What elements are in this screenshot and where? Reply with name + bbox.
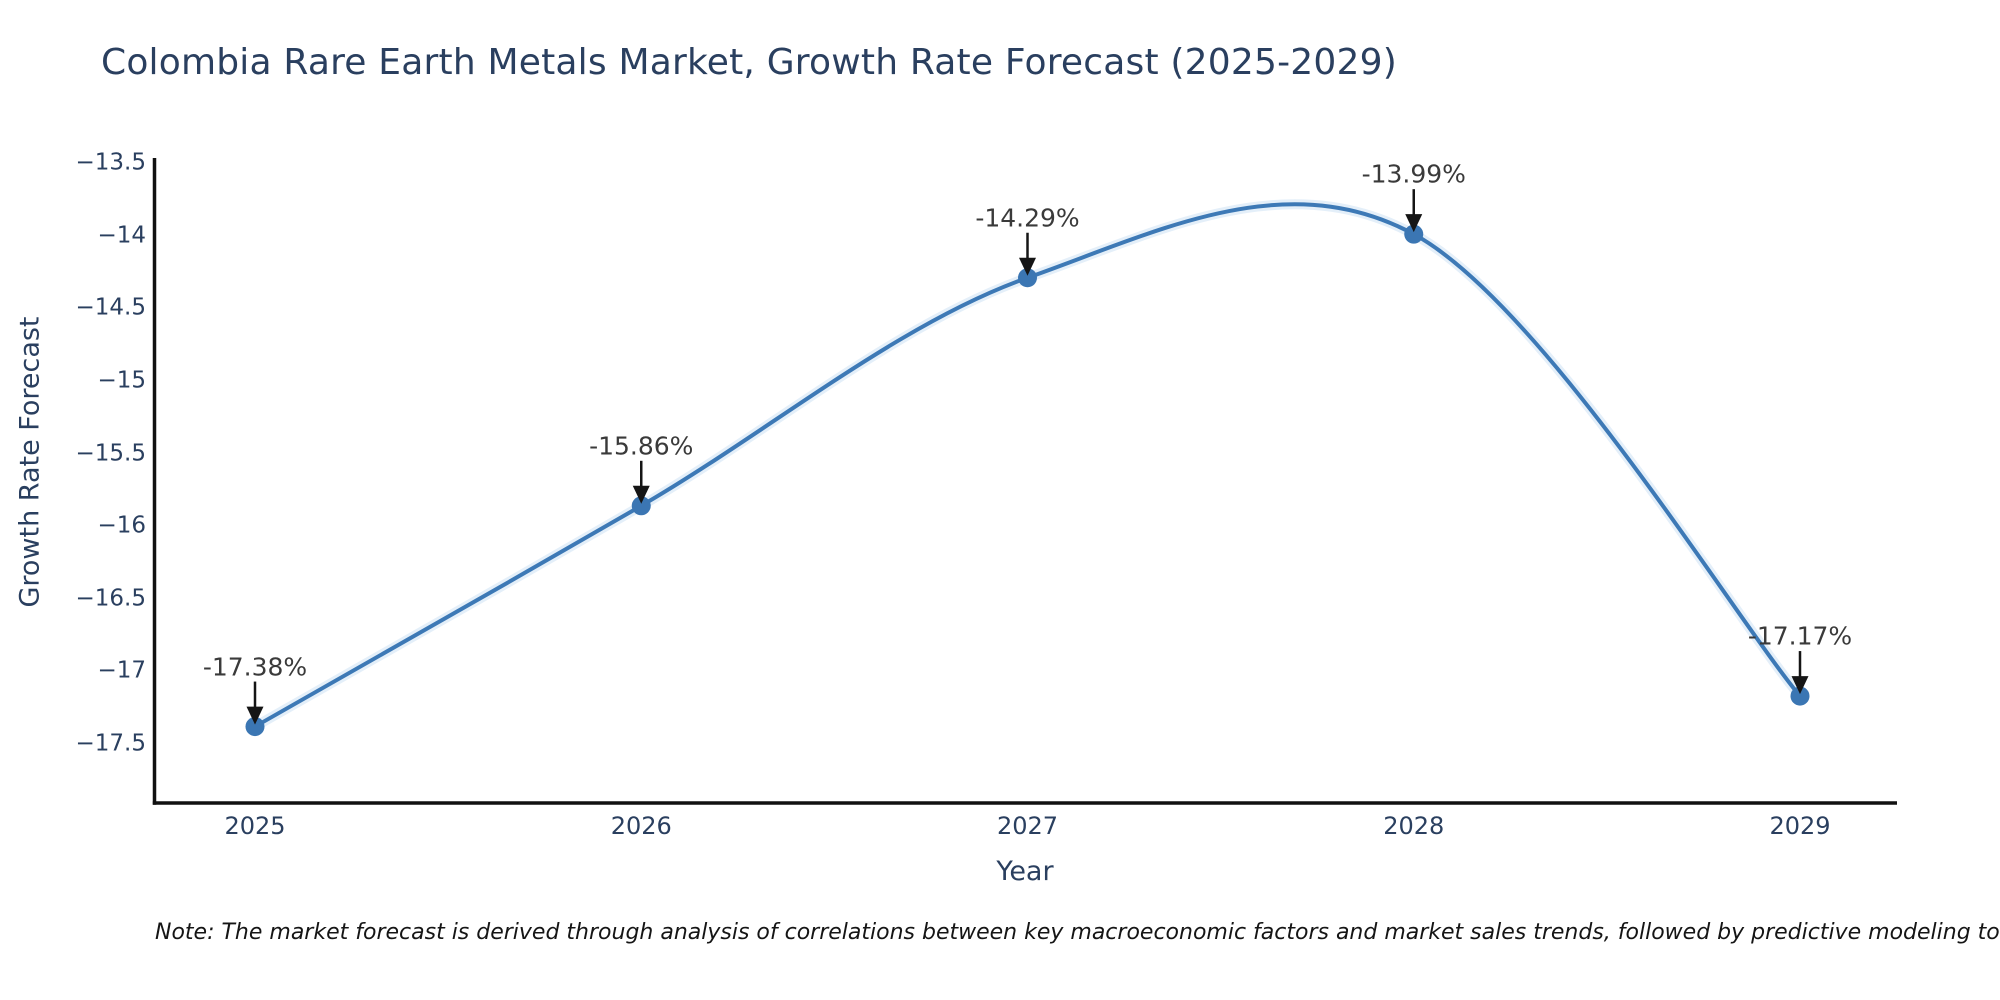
y-tick-label: −15.5 bbox=[75, 439, 146, 466]
data-point-marker bbox=[1790, 686, 1810, 706]
point-value-label: -13.99% bbox=[1361, 159, 1466, 189]
footnote: Note: The market forecast is derived thr… bbox=[155, 920, 2000, 945]
data-point-marker bbox=[631, 496, 651, 516]
annotation-arrowhead bbox=[1019, 257, 1036, 276]
chart-title: Colombia Rare Earth Metals Market, Growt… bbox=[101, 42, 1397, 83]
annotation-arrowhead bbox=[1405, 214, 1423, 233]
annotation-arrowhead bbox=[632, 485, 650, 504]
point-value-label: -17.38% bbox=[202, 652, 308, 682]
y-axis-title: Growth Rate Forecast bbox=[14, 316, 46, 608]
data-point-marker bbox=[1018, 268, 1037, 288]
x-tick-label: 2025 bbox=[224, 812, 286, 840]
data-point-marker bbox=[245, 717, 265, 737]
y-tick-label: −14 bbox=[97, 222, 146, 249]
y-tick-label: −16.5 bbox=[75, 585, 146, 612]
data-point-marker bbox=[1404, 224, 1424, 244]
y-tick-label: −14.5 bbox=[75, 294, 146, 321]
x-axis-title: Year bbox=[996, 856, 1054, 887]
y-tick-label: −13.5 bbox=[75, 149, 146, 176]
x-tick-label: 2029 bbox=[1769, 812, 1831, 840]
x-tick-label: 2026 bbox=[610, 812, 672, 840]
x-tick-label: 2028 bbox=[1383, 812, 1445, 840]
annotation-arrowhead bbox=[246, 706, 264, 725]
point-value-label: -17.17% bbox=[1747, 621, 1853, 651]
y-tick-label: −17.5 bbox=[75, 730, 146, 757]
y-tick-label: −15 bbox=[97, 367, 146, 394]
point-value-label: -14.29% bbox=[975, 203, 1080, 233]
point-value-label: -15.86% bbox=[589, 431, 694, 461]
annotation-arrowhead bbox=[1791, 676, 1809, 695]
y-tick-label: −16 bbox=[97, 512, 146, 539]
x-tick-label: 2027 bbox=[996, 812, 1059, 840]
y-tick-label: −17 bbox=[97, 657, 146, 684]
